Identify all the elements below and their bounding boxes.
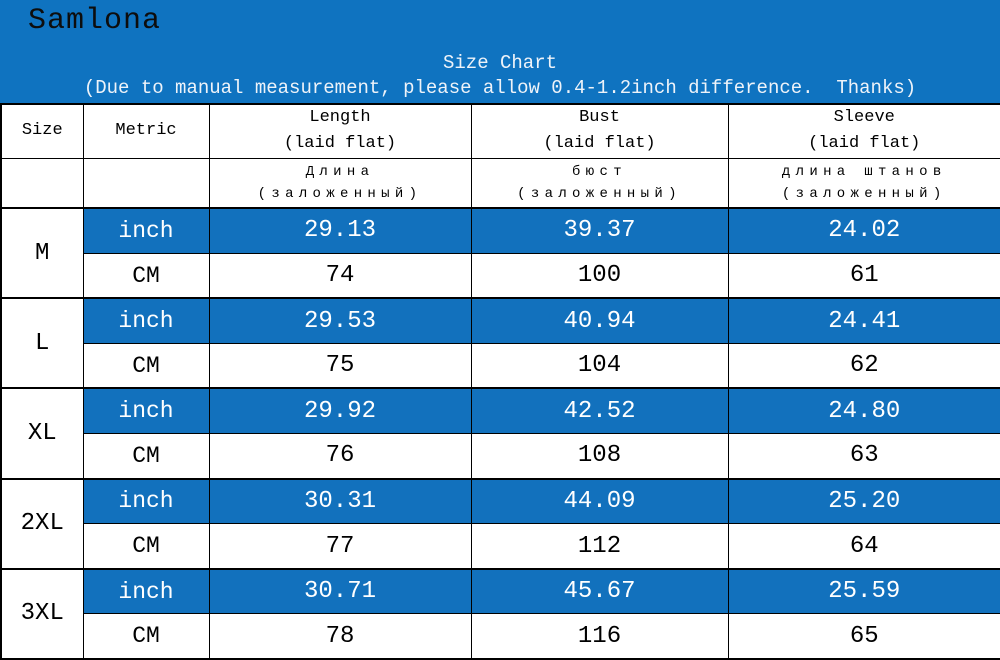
- metric-label-inch: inch: [82, 207, 210, 254]
- value-3xl-inch-bust: 45.67: [470, 567, 729, 615]
- table-row-m-inch: M inch 29.13 39.37 24.02: [0, 207, 1000, 299]
- value-3xl-inch-sleeve: 25.59: [727, 567, 1000, 615]
- metric-label-cm: CM: [82, 523, 210, 570]
- col-header-sleeve-ru: длина штанов: [781, 163, 947, 180]
- value-m-inch-length: 29.13: [208, 207, 472, 254]
- col-header-length-ru-cell: Длина (заложенный): [208, 157, 472, 209]
- col-header-bust-en: Bust: [579, 108, 620, 128]
- banner-text: Size Chart (Due to manual measurement, p…: [0, 51, 1000, 101]
- table-row-xl-cm: CM 76 108 63: [1, 433, 1000, 480]
- col-header-length: Length (laid flat): [208, 103, 472, 159]
- size-label-l: L: [0, 297, 84, 389]
- value-l-cm-sleeve: 62: [727, 342, 1000, 389]
- table-row-l-cm: CM 75 104 62: [1, 342, 1000, 389]
- value-xl-cm-bust: 108: [470, 433, 729, 480]
- value-2xl-cm-length: 77: [208, 523, 472, 570]
- table-row-3xl-cm: CM 78 116 65: [1, 613, 1000, 660]
- value-3xl-cm-bust: 116: [470, 613, 729, 660]
- value-m-cm-bust: 100: [470, 252, 729, 299]
- value-xl-cm-length: 76: [208, 433, 472, 480]
- metric-label-inch: inch: [82, 477, 210, 525]
- value-xl-inch-sleeve: 24.80: [727, 387, 1000, 435]
- col-header-sleeve: Sleeve (laid flat): [727, 103, 1000, 159]
- value-l-cm-bust: 104: [470, 342, 729, 389]
- col-header-length-ru-paren: (заложенный): [257, 185, 423, 202]
- value-2xl-cm-bust: 112: [470, 523, 729, 570]
- col-header-metric: Metric: [82, 103, 210, 159]
- col-header-length-flat: (laid flat): [283, 134, 397, 154]
- metric-label-cm: CM: [82, 342, 210, 389]
- header-row-english: Size Metric Length (laid flat) Bust (lai…: [0, 103, 1000, 159]
- value-m-inch-bust: 39.37: [470, 207, 729, 254]
- value-m-cm-sleeve: 61: [727, 252, 1000, 299]
- size-label-m: M: [0, 207, 84, 299]
- empty-cell: [82, 157, 210, 209]
- col-header-length-en: Length: [309, 108, 371, 128]
- table-row-xl-inch: XL inch 29.92 42.52 24.80: [0, 387, 1000, 480]
- metric-label-inch: inch: [82, 297, 210, 344]
- col-header-bust-ru-cell: бюст (заложенный): [470, 157, 729, 209]
- value-2xl-inch-length: 30.31: [208, 477, 472, 525]
- col-header-sleeve-en: Sleeve: [833, 108, 895, 128]
- header-row-russian: Длина (заложенный) бюст (заложенный) дли…: [0, 157, 1000, 209]
- value-2xl-inch-sleeve: 25.20: [727, 477, 1000, 525]
- col-header-sleeve-flat: (laid flat): [808, 134, 921, 154]
- value-xl-inch-length: 29.92: [208, 387, 472, 435]
- value-m-inch-sleeve: 24.02: [727, 207, 1000, 254]
- col-header-sleeve-ru-paren: (заложенный): [781, 185, 947, 202]
- col-header-bust: Bust (laid flat): [470, 103, 729, 159]
- value-m-cm-length: 74: [208, 252, 472, 299]
- metric-label-inch: inch: [82, 387, 210, 435]
- col-header-length-ru: Длина: [305, 163, 375, 180]
- value-2xl-inch-bust: 44.09: [470, 477, 729, 525]
- size-label-xl: XL: [0, 387, 84, 480]
- value-l-inch-length: 29.53: [208, 297, 472, 344]
- value-xl-cm-sleeve: 63: [727, 433, 1000, 480]
- value-l-inch-bust: 40.94: [470, 297, 729, 344]
- col-header-sleeve-ru-cell: длина штанов (заложенный): [727, 157, 1000, 209]
- chart-title: Size Chart: [442, 52, 558, 74]
- table-row-3xl-inch: 3XL inch 30.71 45.67 25.59: [0, 567, 1000, 660]
- header-banner: Samlona Size Chart (Due to manual measur…: [0, 0, 1000, 103]
- size-chart-table: Size Metric Length (laid flat) Bust (lai…: [0, 103, 1000, 660]
- metric-label-cm: CM: [82, 433, 210, 480]
- measurement-note: (Due to manual measurement, please allow…: [83, 77, 917, 99]
- size-label-3xl: 3XL: [0, 567, 84, 660]
- table-row-2xl-cm: CM 77 112 64: [1, 523, 1000, 570]
- metric-label-cm: CM: [82, 613, 210, 660]
- col-header-bust-flat: (laid flat): [543, 134, 656, 154]
- value-l-inch-sleeve: 24.41: [727, 297, 1000, 344]
- value-3xl-cm-sleeve: 65: [727, 613, 1000, 660]
- metric-label-cm: CM: [82, 252, 210, 299]
- value-3xl-cm-length: 78: [208, 613, 472, 660]
- value-2xl-cm-sleeve: 64: [727, 523, 1000, 570]
- table-row-2xl-inch: 2XL inch 30.31 44.09 25.20: [0, 477, 1000, 570]
- value-l-cm-length: 75: [208, 342, 472, 389]
- col-header-size: Size: [0, 103, 84, 159]
- col-header-bust-ru-paren: (заложенный): [517, 185, 682, 202]
- brand-name: Samlona: [28, 4, 162, 38]
- size-label-2xl: 2XL: [0, 477, 84, 570]
- table-row-m-cm: CM 74 100 61: [1, 252, 1000, 299]
- value-3xl-inch-length: 30.71: [208, 567, 472, 615]
- metric-label-inch: inch: [82, 567, 210, 615]
- table-row-l-inch: L inch 29.53 40.94 24.41: [0, 297, 1000, 389]
- col-header-bust-ru: бюст: [572, 163, 627, 180]
- value-xl-inch-bust: 42.52: [470, 387, 729, 435]
- empty-cell: [0, 157, 84, 209]
